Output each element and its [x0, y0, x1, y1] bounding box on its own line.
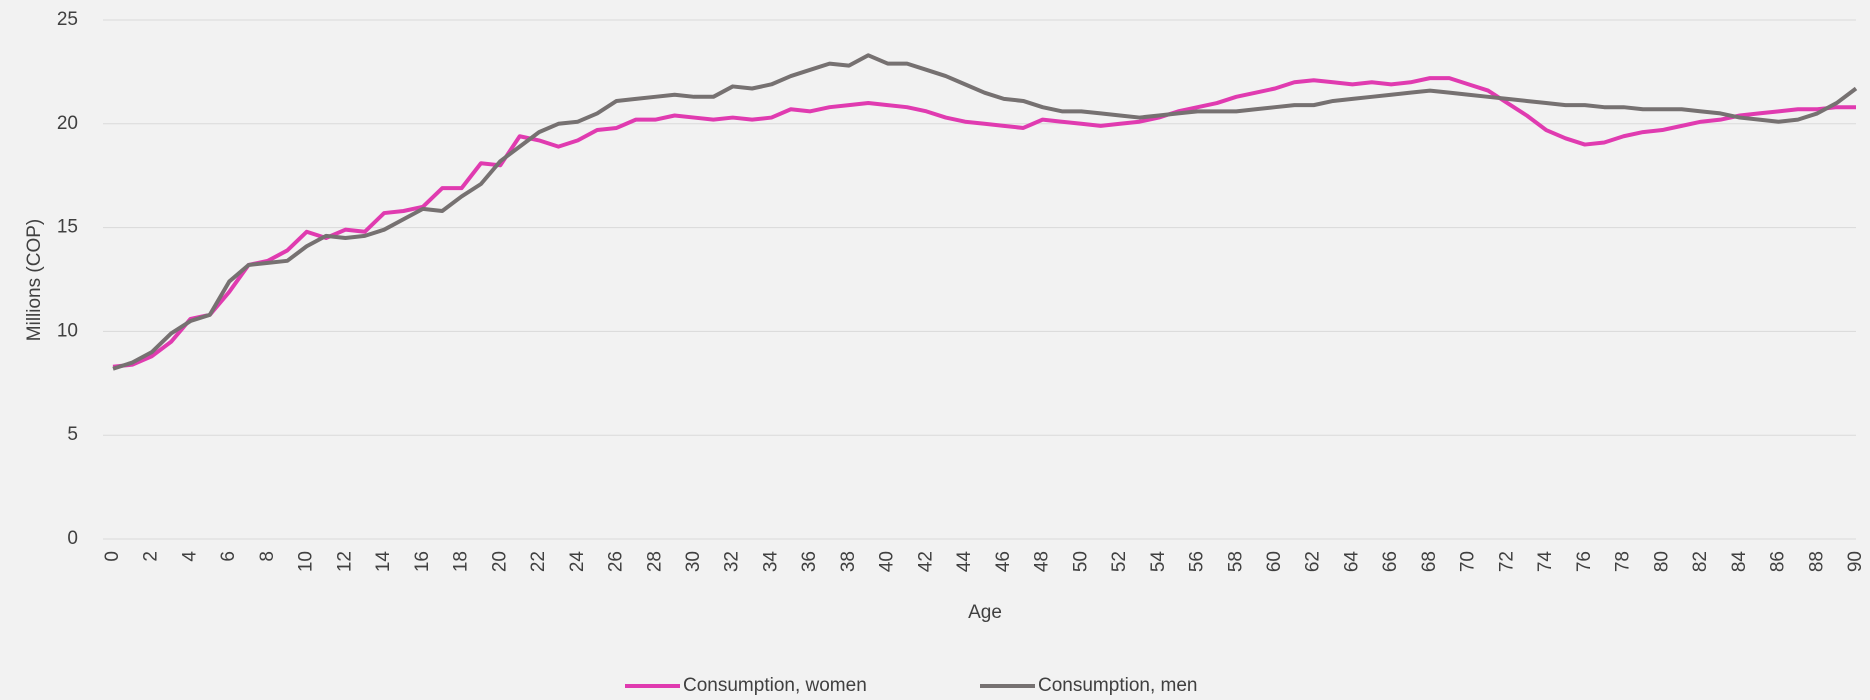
x-tick-label: 48 [1032, 551, 1053, 572]
x-tick-label: 84 [1729, 551, 1750, 573]
x-tick-label: 38 [838, 551, 859, 572]
x-tick-label: 44 [954, 551, 975, 573]
x-tick-label: 26 [606, 551, 627, 572]
x-tick-label: 66 [1380, 551, 1401, 572]
x-tick-label: 42 [915, 551, 936, 572]
x-tick-label: 0 [102, 551, 123, 562]
x-tick-label: 10 [296, 551, 317, 572]
x-tick-label: 50 [1070, 551, 1091, 572]
x-tick-label: 64 [1341, 551, 1362, 573]
x-tick-label: 70 [1458, 551, 1479, 572]
x-tick-label: 36 [799, 551, 820, 572]
x-tick-label: 88 [1806, 551, 1827, 572]
x-tick-label: 6 [218, 551, 239, 562]
y-axis-label: Millions (COP) [24, 219, 45, 341]
x-tick-label: 32 [722, 551, 743, 572]
x-axis-label: Age [968, 602, 1002, 623]
x-tick-label: 20 [489, 551, 510, 572]
x-tick-label: 52 [1109, 551, 1130, 572]
x-tick-label: 90 [1845, 551, 1866, 572]
x-tick-label: 78 [1613, 551, 1634, 572]
x-tick-label: 4 [179, 551, 200, 562]
x-tick-label: 2 [141, 551, 162, 562]
x-tick-label: 74 [1535, 551, 1556, 573]
line-series [112, 76, 1856, 369]
y-tick-label: 15 [57, 217, 78, 238]
x-tick-label: 60 [1264, 551, 1285, 572]
x-tick-label: 24 [567, 551, 588, 573]
x-tick-label: 72 [1496, 551, 1517, 572]
x-tick-label: 28 [644, 551, 665, 572]
x-tick-label: 14 [373, 551, 394, 573]
x-tick-label: 86 [1768, 551, 1789, 572]
x-tick-label: 22 [528, 551, 549, 572]
y-tick-label: 0 [67, 528, 78, 549]
y-tick-label: 25 [57, 9, 78, 30]
x-tick-label: 62 [1303, 551, 1324, 572]
x-tick-label: 58 [1225, 551, 1246, 572]
line-series [112, 53, 1858, 371]
legend-label: Consumption, men [1038, 675, 1197, 696]
x-tick-label: 16 [412, 551, 433, 572]
y-tick-label: 10 [57, 320, 78, 341]
x-tick-label: 40 [877, 551, 898, 572]
y-tick-label: 5 [67, 424, 78, 445]
legend-label: Consumption, women [683, 675, 867, 696]
x-tick-label: 82 [1690, 551, 1711, 572]
x-tick-label: 54 [1148, 551, 1169, 573]
x-tick-label: 68 [1419, 551, 1440, 572]
x-tick-label: 80 [1651, 551, 1672, 572]
y-tick-label: 20 [57, 113, 78, 134]
x-tick-label: 46 [993, 551, 1014, 572]
x-tick-label: 12 [334, 551, 355, 572]
x-tick-label: 18 [451, 551, 472, 572]
x-tick-label: 76 [1574, 551, 1595, 572]
x-tick-label: 34 [760, 551, 781, 573]
x-tick-label: 8 [257, 551, 278, 562]
x-tick-label: 56 [1187, 551, 1208, 572]
x-tick-label: 30 [683, 551, 704, 572]
